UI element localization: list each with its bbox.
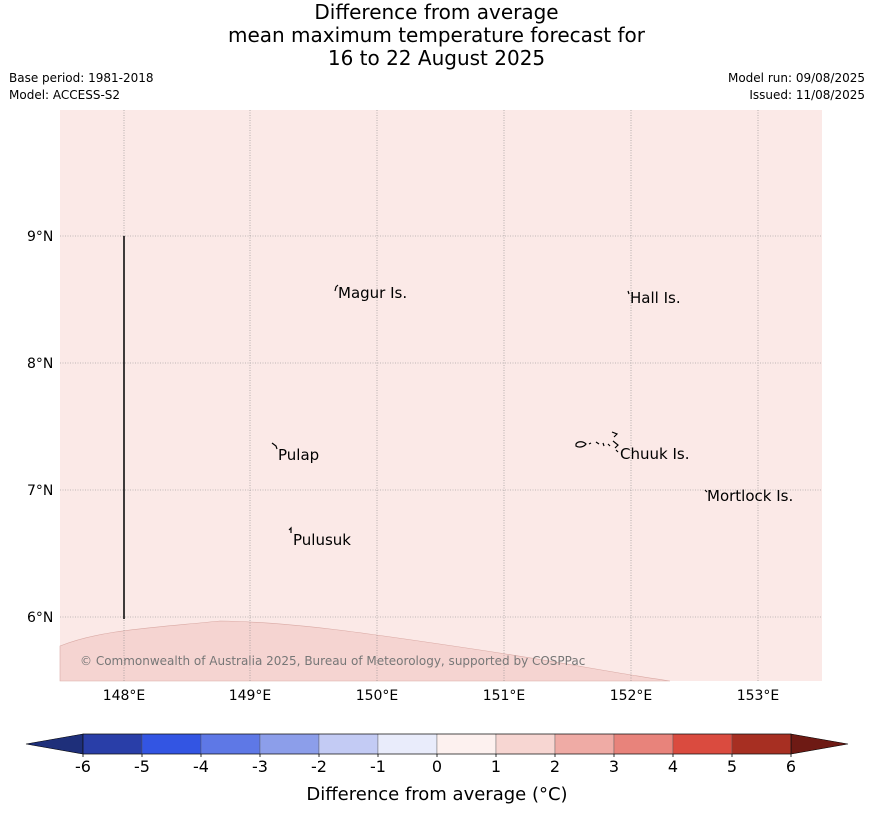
place-label-mortlock: Mortlock Is. <box>707 487 793 505</box>
lon-label-149: 149°E <box>229 688 272 704</box>
chuuk-island-shape-2 <box>588 431 619 453</box>
lat-label-7: 7°N <box>27 483 53 499</box>
colorbar-tick-label: -2 <box>311 757 327 776</box>
colorbar-segment <box>82 733 143 755</box>
colorbar-tick-label: 5 <box>727 757 737 776</box>
lon-label-152: 152°E <box>610 688 653 704</box>
colorbar-tick-label: 3 <box>609 757 619 776</box>
lat-label-9: 9°N <box>27 229 53 245</box>
lon-label-150: 150°E <box>356 688 399 704</box>
mortlock-island-shape <box>704 489 708 493</box>
colorbar-segment <box>318 733 379 755</box>
colorbar-segment <box>495 733 556 755</box>
title-line-1: Difference from average <box>314 0 559 24</box>
chuuk-island-shape-1 <box>575 441 587 448</box>
base-period: Base period: 1981-2018 <box>9 71 154 85</box>
colorbar-segment <box>731 733 792 755</box>
lon-label-153: 153°E <box>737 688 780 704</box>
colorbar-tick-label: -6 <box>75 757 91 776</box>
pulusuk-island-shape <box>288 526 292 533</box>
colorbar: -6 -5 -4 -3 -2 -1 0 1 2 3 4 5 6 <box>25 733 849 776</box>
lon-label-148: 148°E <box>103 688 146 704</box>
magur-island-shape <box>334 284 339 292</box>
colorbar-tick-label: -1 <box>370 757 386 776</box>
colorbar-label: Difference from average (°C) <box>306 784 567 805</box>
colorbar-segment <box>554 733 615 755</box>
hall-island-shape <box>627 290 630 295</box>
lat-label-8: 8°N <box>27 356 53 372</box>
colorbar-tick-label: -3 <box>252 757 268 776</box>
place-label-hall: Hall Is. <box>630 289 681 307</box>
place-label-pulusuk: Pulusuk <box>293 531 351 549</box>
pulap-island-shape <box>271 442 278 450</box>
meta-right: Model run: 09/08/2025 Issued: 11/08/2025 <box>728 70 865 104</box>
lat-label-6: 6°N <box>27 610 53 626</box>
meta-left: Base period: 1981-2018 Model: ACCESS-S2 <box>9 70 154 104</box>
colorbar-segment <box>613 733 674 755</box>
colorbar-tick-label: 1 <box>491 757 501 776</box>
island-outlines <box>271 284 708 533</box>
colorbar-tick-label: 6 <box>786 757 796 776</box>
colorbar-tick-label: 4 <box>668 757 678 776</box>
issued-date: Issued: 11/08/2025 <box>749 88 865 102</box>
colorbar-segment <box>259 733 320 755</box>
colorbar-segment <box>377 733 438 755</box>
warm-anomaly-region <box>59 620 671 682</box>
colorbar-over-arrow <box>790 733 849 755</box>
place-label-magur: Magur Is. <box>338 284 407 302</box>
model-name: Model: ACCESS-S2 <box>9 88 121 102</box>
colorbar-segment <box>141 733 202 755</box>
place-label-pulap: Pulap <box>278 446 319 464</box>
copyright-credit: © Commonwealth of Australia 2025, Bureau… <box>80 654 585 668</box>
colorbar-tick-label: -5 <box>134 757 150 776</box>
colorbar-tick-label: -4 <box>193 757 209 776</box>
title-line-2: mean maximum temperature forecast for <box>227 23 645 47</box>
lon-label-151: 151°E <box>483 688 526 704</box>
colorbar-segment <box>436 733 497 755</box>
colorbar-under-arrow <box>25 733 84 755</box>
map-background <box>60 110 822 681</box>
place-label-chuuk: Chuuk Is. <box>620 445 689 463</box>
colorbar-segment <box>200 733 261 755</box>
colorbar-segment <box>672 733 733 755</box>
colorbar-tick-label: 2 <box>550 757 560 776</box>
model-run: Model run: 09/08/2025 <box>727 71 865 85</box>
title-line-3: 16 to 22 August 2025 <box>327 46 546 70</box>
colorbar-tick-label: 0 <box>432 757 442 776</box>
